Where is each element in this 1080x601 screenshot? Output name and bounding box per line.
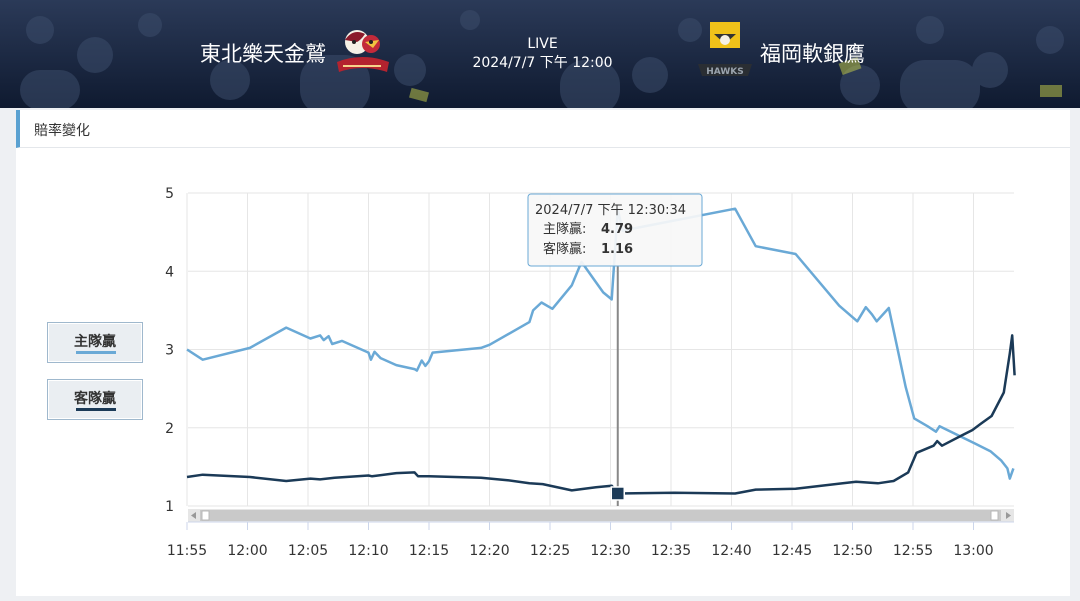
crosshair-marker: [610, 486, 626, 501]
x-tick-label: 12:05: [288, 543, 328, 559]
x-tick-label: 12:45: [772, 543, 812, 559]
svg-text:HAWKS: HAWKS: [706, 67, 743, 77]
scroll-right-arrow-icon[interactable]: [1006, 512, 1011, 519]
scroll-left-arrow-icon[interactable]: [191, 512, 196, 519]
x-tick-label: 13:00: [953, 543, 993, 559]
x-tick-label: 12:40: [711, 543, 751, 559]
tooltip-value: 4.79: [601, 222, 633, 237]
x-tick-label: 12:50: [832, 543, 872, 559]
match-status: LIVE 2024/7/7 下午 12:00: [440, 35, 645, 73]
match-header: 東北樂天金鷲 LIVE 2024/7/7 下午 12:00 HAWKS 福岡軟銀…: [0, 0, 1080, 108]
softbank-hawks-logo-icon: HAWKS: [698, 22, 752, 77]
live-label: LIVE: [527, 36, 558, 52]
y-tick-label: 3: [165, 343, 174, 359]
scrollbar-thumb[interactable]: [200, 510, 1001, 521]
tooltip-box: [527, 193, 703, 267]
x-tick-label: 12:10: [348, 543, 388, 559]
legend-home-win-button[interactable]: 主隊贏: [47, 322, 143, 363]
y-tick-label: 1: [165, 499, 174, 515]
x-tick-label: 11:55: [167, 543, 207, 559]
tooltip: 2024/7/7 下午 12:30:34 主隊贏: 4.79 客隊贏: 1.16: [527, 193, 703, 267]
x-tick-label: 12:35: [651, 543, 691, 559]
legend-swatch: [76, 351, 116, 354]
x-tick-label: 12:55: [893, 543, 933, 559]
grid-lines: [186, 192, 1014, 507]
x-tick-label: 12:25: [530, 543, 570, 559]
x-tick-label: 12:00: [227, 543, 267, 559]
tooltip-time: 2024/7/7 下午 12:30:34: [535, 203, 686, 218]
section-title: 賠率變化: [34, 123, 90, 139]
y-tick-label: 4: [165, 264, 174, 280]
series-lines: [186, 207, 1016, 495]
home-win-series-line: [186, 207, 1015, 480]
tooltip-label: 客隊贏:: [543, 241, 586, 257]
tooltip-label: 主隊贏:: [543, 221, 586, 237]
legend-label: 主隊贏: [74, 334, 116, 350]
y-axis-labels: 1 2 3 4 5: [165, 186, 174, 515]
x-tick-label: 12:15: [409, 543, 449, 559]
legend-label: 客隊贏: [74, 391, 116, 407]
x-tick-label: 12:30: [590, 543, 630, 559]
away-win-series-line: [186, 334, 1016, 495]
legend-away-win-button[interactable]: 客隊贏: [47, 379, 143, 420]
x-tick-label: 12:20: [469, 543, 509, 559]
home-team-name: 東北樂天金鷲: [200, 42, 326, 66]
scrollbar-right-handle[interactable]: [990, 510, 999, 521]
range-scrollbar[interactable]: [188, 509, 1014, 522]
y-tick-label: 5: [165, 186, 174, 202]
match-datetime: 2024/7/7 下午 12:00: [472, 55, 613, 71]
y-tick-label: 2: [165, 421, 174, 437]
legend-swatch: [76, 408, 116, 411]
rakuten-eagles-logo-icon: [337, 30, 389, 72]
scrollbar-left-handle[interactable]: [201, 510, 210, 521]
x-axis-labels: 11:55 12:00 12:05 12:10 12:15 12:20 12:25 12:30…: [167, 522, 994, 559]
stadium-crowd-background: [0, 0, 1080, 108]
tooltip-value: 1.16: [601, 242, 633, 257]
section-header: 賠率變化: [16, 110, 1070, 148]
away-team-name: 福岡軟銀鷹: [760, 42, 865, 66]
